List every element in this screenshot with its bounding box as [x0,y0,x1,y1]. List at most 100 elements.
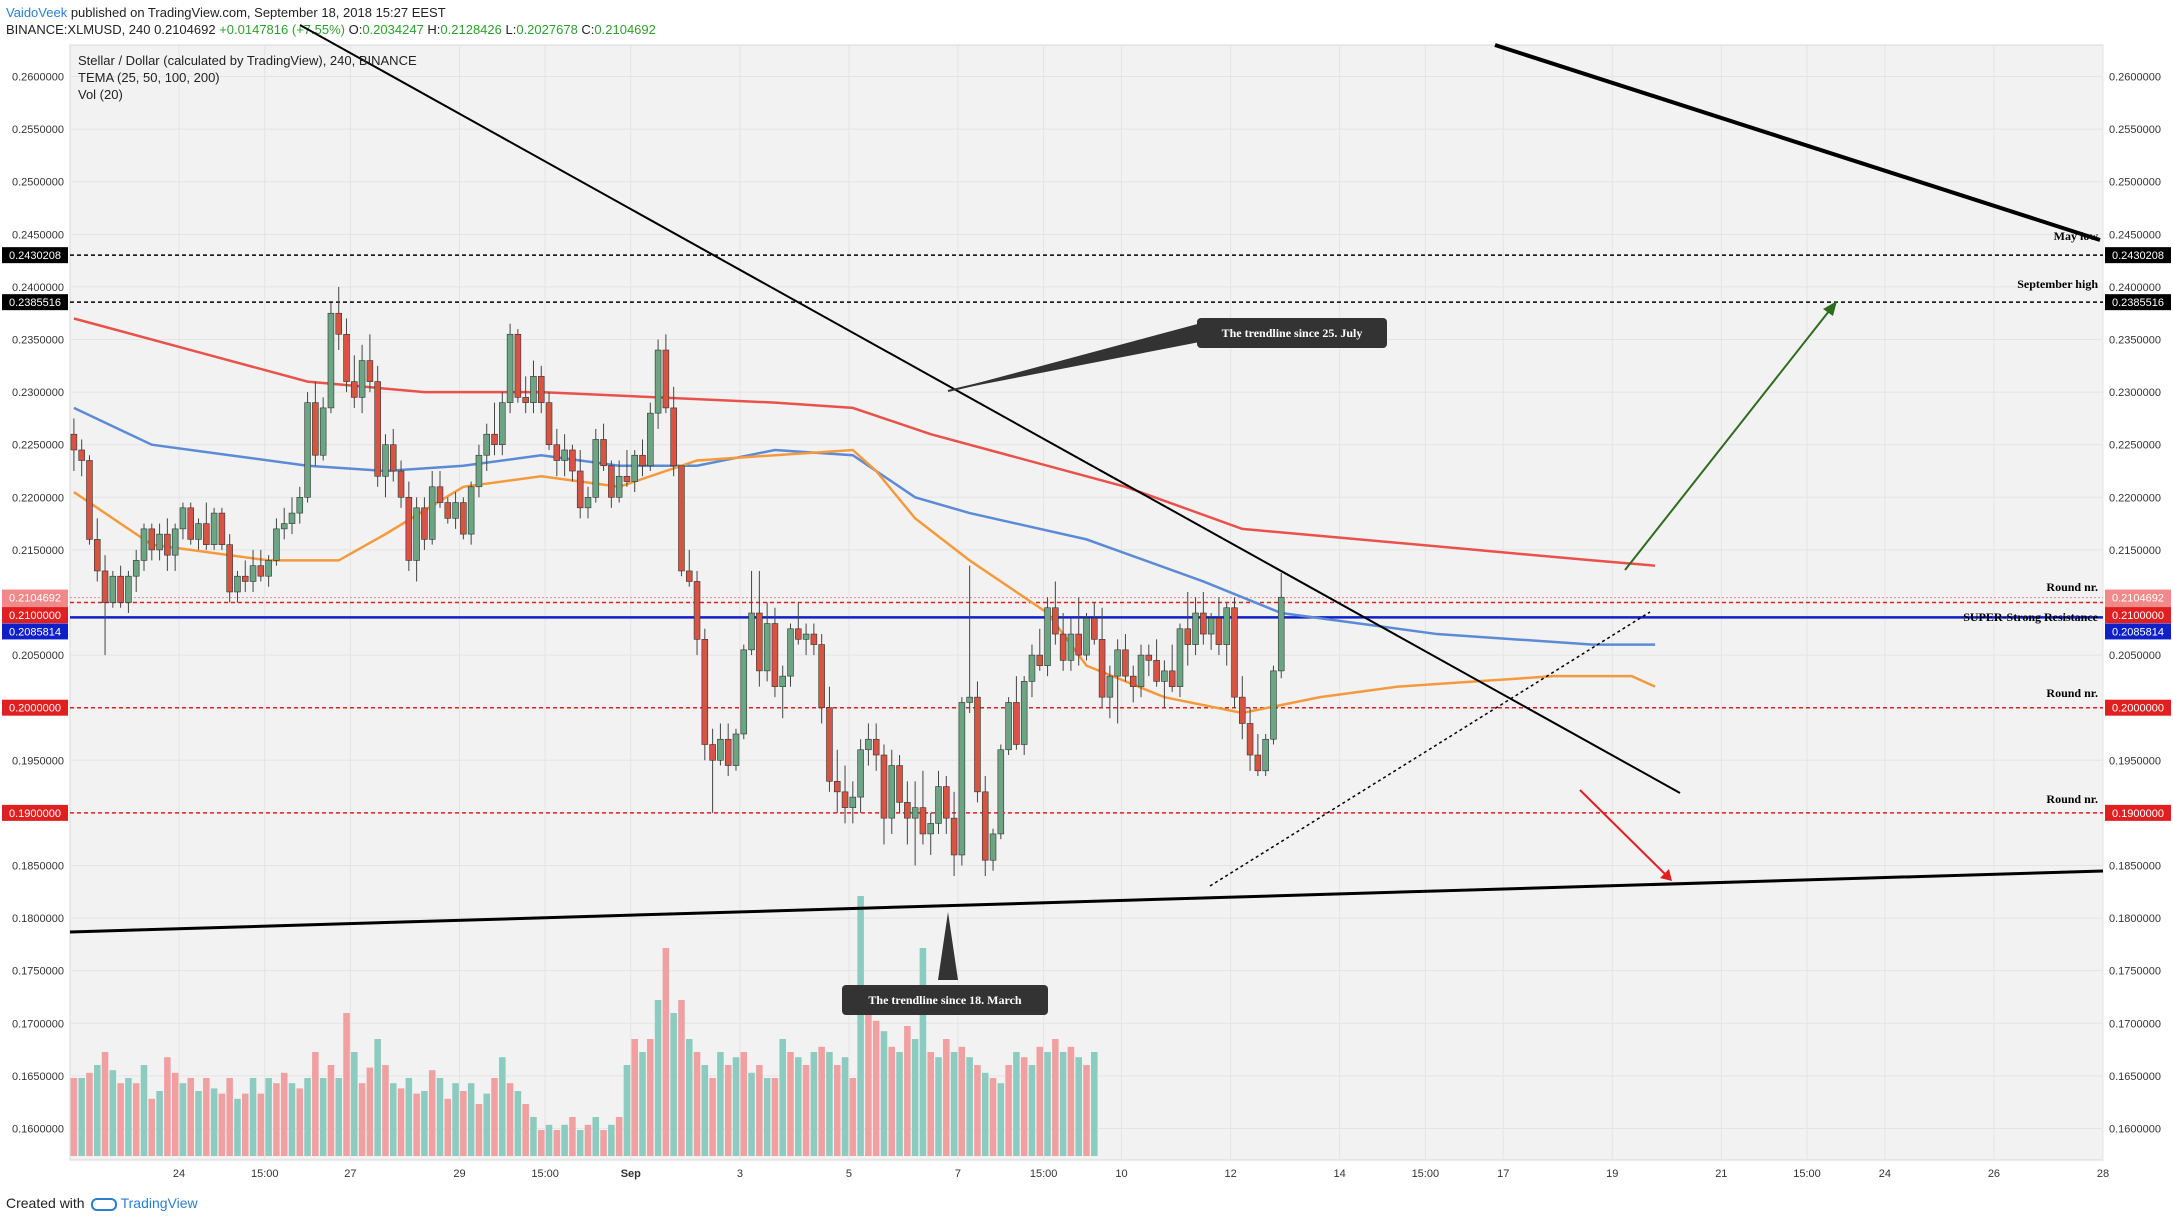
candle-body [1083,617,1090,656]
y-tick-label-left: 0.1750000 [12,966,64,978]
volume-bar [530,1117,537,1156]
tradingview-link[interactable]: TradingView [120,1195,198,1211]
price-tag-right [2105,623,2171,640]
volume-bar [763,1078,771,1156]
author-link[interactable]: VaidoVeek [6,5,68,20]
price-tag-right [2105,589,2171,606]
trendline-march[interactable] [69,869,2104,934]
support-dotted-trendline[interactable] [1209,611,1651,887]
trendline-july[interactable] [299,24,1681,794]
x-axis[interactable]: 24 15:00 27 29 15:00 Sep 3 5 7 15:00 10 12 14 15:00 17… [173,1168,2109,1180]
candle-body [467,486,475,535]
volume-bar [203,1078,210,1156]
low-label: L: [505,22,517,37]
price-tag-right [2105,607,2171,624]
volume-bar [1005,1065,1012,1156]
candle-body [1013,702,1020,745]
candle-body [382,444,389,477]
volume-bar [615,1117,623,1156]
candle-body [584,497,592,509]
x-tick-label: 29 [453,1168,465,1180]
volume-bar [460,1091,467,1156]
candle-body [499,402,506,446]
candle-body [1106,675,1114,698]
x-tick-label: 15:00 [531,1168,559,1180]
candle-body [187,507,194,540]
volume-bar [1028,1065,1036,1156]
open-value: 0.2034247 [362,22,424,37]
candle-body [740,649,748,735]
volume-bar [195,1091,202,1156]
volume-bar [740,1052,748,1156]
volume-bar [218,1093,226,1156]
volume-bar [327,1065,335,1156]
drawings [69,24,2104,980]
volume-bar [491,1078,498,1156]
price-tag-text-right: 0.2104692 [2112,593,2164,605]
candle-body [943,786,950,819]
candle-body [701,639,709,745]
y-tick-label-right: 0.2550000 [2109,124,2161,136]
volume-bar [148,1098,156,1156]
y-axis-right[interactable]: 0.2600000 0.2550000 0.2500000 0.2450000 0.24… [2109,72,2161,1136]
tradingview-logo-icon [90,1197,117,1211]
candle-body [615,475,623,498]
candle-body [327,312,335,409]
candle-body [771,623,779,687]
volume-bar [366,1067,374,1156]
candle-body [1192,612,1199,645]
y-tick-label-left: 0.1950000 [12,755,64,767]
candle-body [249,565,257,582]
volume-bar [428,1070,436,1156]
open-label: O: [348,22,363,37]
candle-body [452,502,459,519]
y-tick-label-left: 0.2450000 [12,229,64,241]
candle-body [670,407,677,467]
y-tick-label-right: 0.1750000 [2109,966,2161,978]
volume-bar [911,1039,919,1156]
volume-bar [943,1039,950,1156]
volume-bar [288,1083,296,1156]
candle-body [662,349,670,409]
arrow-up-green[interactable] [1624,305,1834,571]
volume-bar [210,1088,218,1156]
volume-bar [1013,1052,1020,1156]
volume-bar [93,1065,101,1156]
volume-bar [561,1124,568,1156]
y-tick-label-left: 0.2250000 [12,440,64,452]
callout-july-box[interactable] [1197,318,1387,348]
candle-body [576,470,584,509]
candle-body [1223,607,1230,645]
candle-body [506,333,514,403]
volume-bar [857,896,864,1156]
volume-bar [639,1052,646,1156]
volume-bar [795,1057,802,1156]
candle-body [623,475,631,482]
volume-bar [631,1039,638,1156]
callout-march-box[interactable] [842,985,1048,1015]
price-tag-left [2,804,68,821]
y-tick-label-left: 0.1700000 [12,1018,64,1030]
volume-bar [919,948,927,1156]
candle-body [1122,649,1129,677]
price-tag-right [2105,699,2171,716]
callout-march-pointer [938,912,958,980]
high-value: 0.2128426 [440,22,502,37]
ohlc-line: BINANCE:XLMUSD, 240 0.2104692 +0.0147816… [6,22,656,37]
volume-bar [444,1098,452,1156]
callout-july-text: The trendline since 25. July [1222,326,1363,340]
candle-body [1020,681,1028,745]
arrow-up-head [1823,301,1837,316]
volume-bar [319,1078,327,1156]
price-tag-text-left: 0.2100000 [9,610,61,622]
y-tick-label-right: 0.2350000 [2109,335,2161,347]
candle-body [569,449,576,472]
candle-body [1215,617,1223,645]
volume-bar [1020,1057,1028,1156]
volume-bar [880,1031,888,1156]
trendline-top-right[interactable] [1494,43,2101,242]
candle-body [109,575,117,603]
volume-bar [826,1052,833,1156]
arrow-down-red[interactable] [1579,789,1669,878]
